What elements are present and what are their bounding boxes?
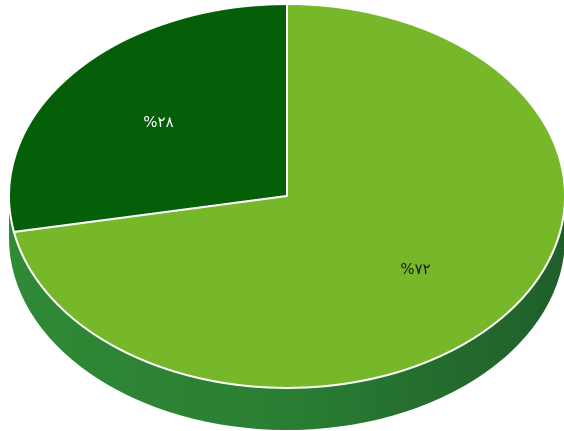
pie-slice <box>12 3 564 389</box>
pie-side <box>9 196 564 430</box>
data-label: %۲۸ <box>143 113 173 131</box>
data-label: %۷۲ <box>400 260 430 278</box>
pie-slice <box>8 3 288 233</box>
